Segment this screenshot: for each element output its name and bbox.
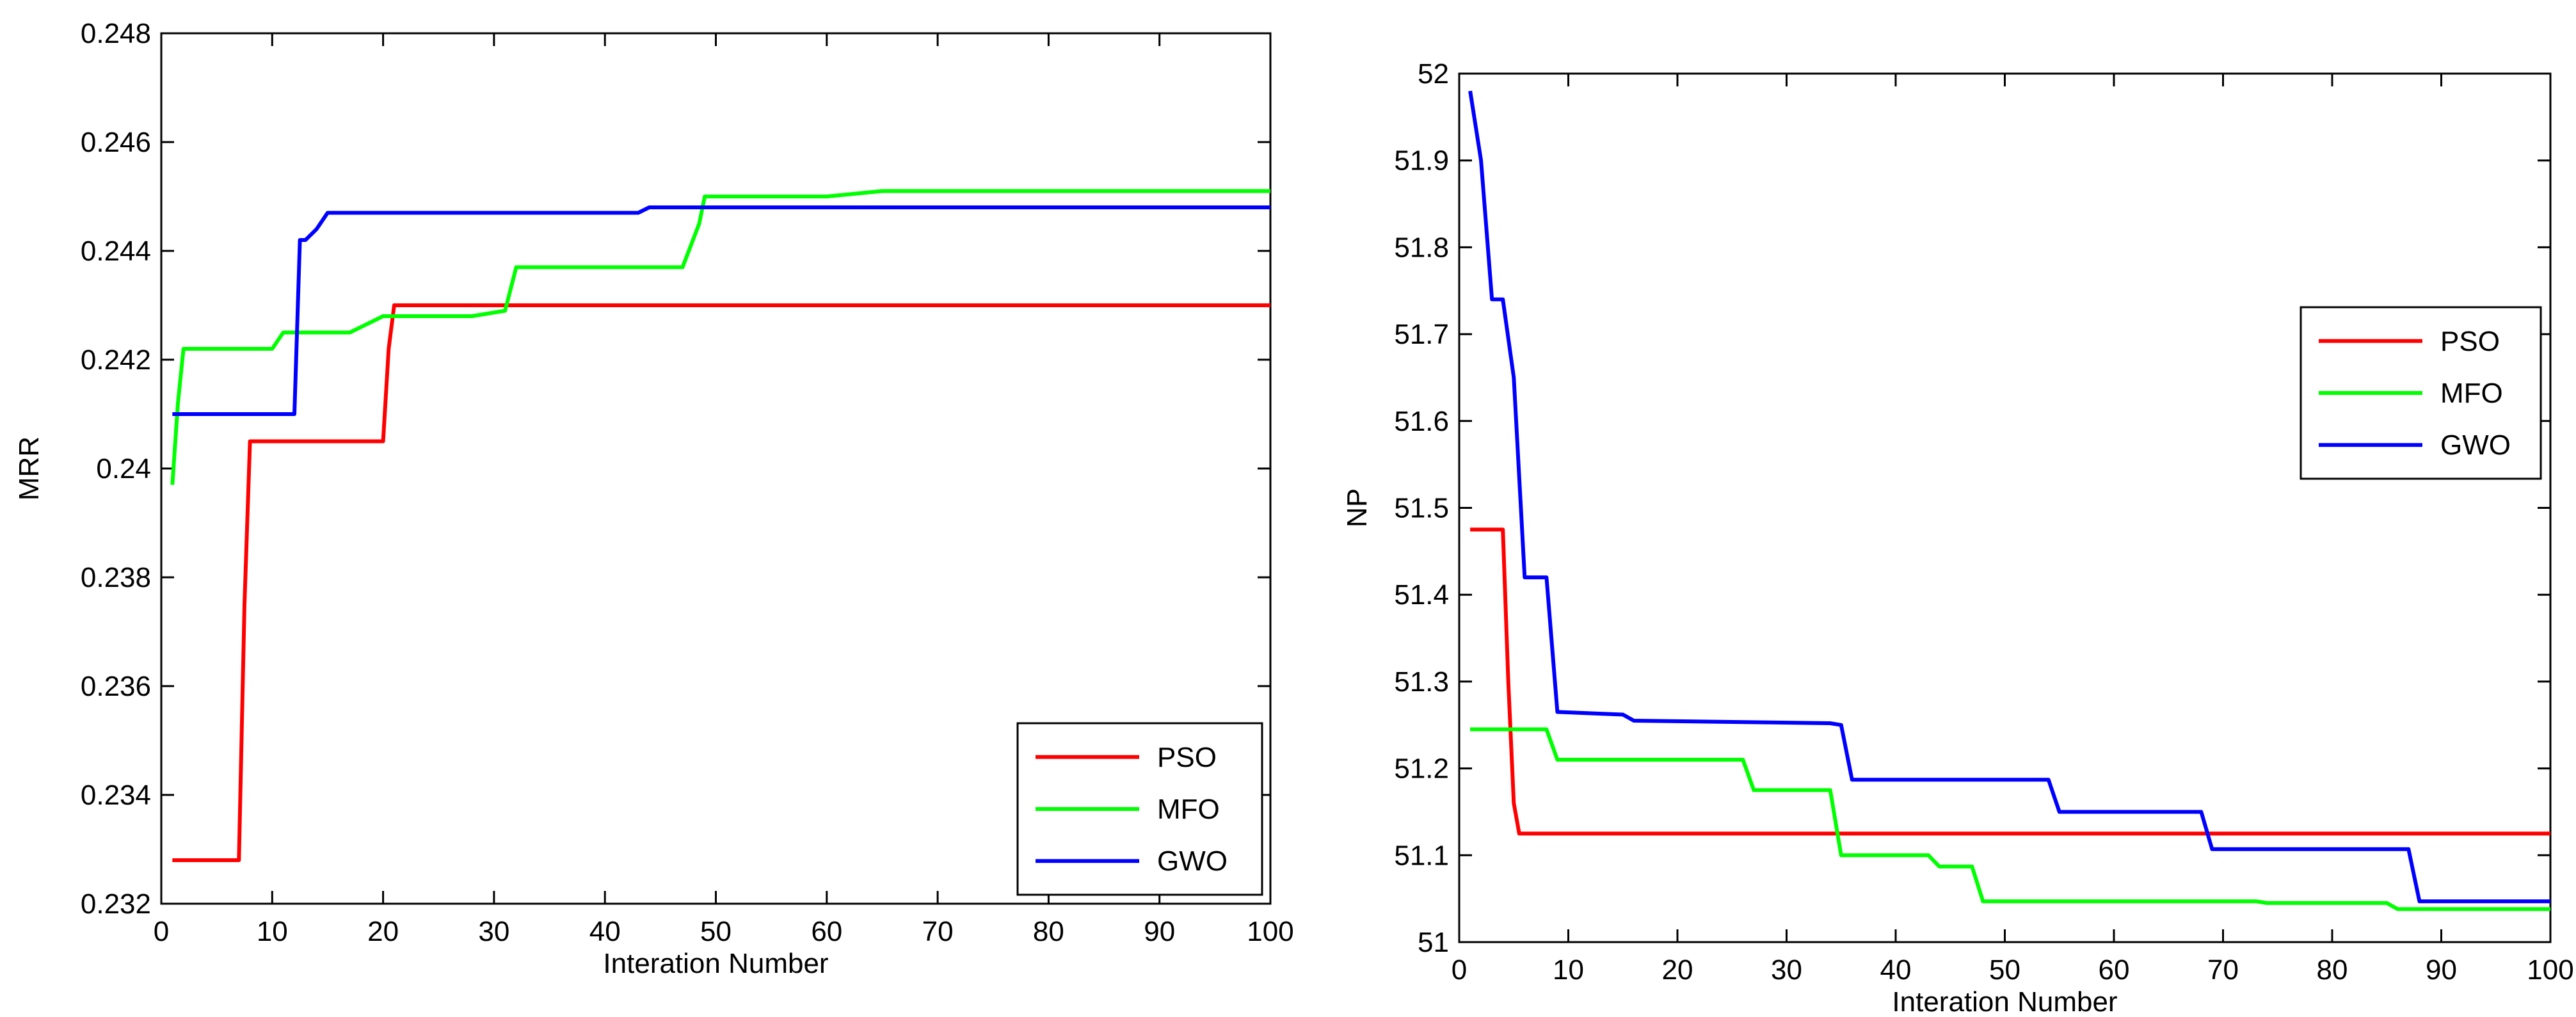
chart1-ytick-label: 0.238 xyxy=(81,562,151,593)
chart1-ytick-label: 0.246 xyxy=(81,127,151,158)
chart1-xlabel: Interation Number xyxy=(603,948,828,979)
chart2-legend-label-pso: PSO xyxy=(2440,326,2500,357)
chart2-ytick-label: 51.5 xyxy=(1394,493,1449,524)
chart2-xtick-label: 30 xyxy=(1771,954,1802,986)
chart1-ytick-label: 0.232 xyxy=(81,888,151,920)
chart1-ytick-label: 0.24 xyxy=(96,453,151,484)
chart1-xtick-label: 50 xyxy=(700,916,732,947)
chart1-series-mfo xyxy=(170,189,1270,485)
chart2-xtick-label: 60 xyxy=(2099,954,2130,986)
chart2-ytick-label: 52 xyxy=(1418,58,1449,90)
chart2-ytick-label: 51.2 xyxy=(1394,753,1449,785)
chart2-series-pso xyxy=(1470,527,2550,836)
chart1-xtick-label: 100 xyxy=(1247,916,1293,947)
chart2-xtick-label: 70 xyxy=(2207,954,2239,986)
chart2-xtick-label: 80 xyxy=(2317,954,2348,986)
chart1-xtick-label: 70 xyxy=(922,916,954,947)
chart2-xlabel: Interation Number xyxy=(1892,986,2117,1014)
chart2-ytick-label: 51.1 xyxy=(1394,840,1449,871)
chart1-ytick-label: 0.234 xyxy=(81,780,151,811)
chart2-xtick-label: 0 xyxy=(1452,954,1467,986)
chart1: 0 10 20 30 40 50 60 70 80 90 100 0.232 0.234 0.236 0.2… xyxy=(13,18,1294,979)
chart2-ylabel: NP xyxy=(1341,488,1373,527)
chart2-ytick-label: 51.7 xyxy=(1394,319,1449,350)
chart1-xtick-label: 20 xyxy=(367,916,399,947)
chart1-ytick-label: 0.248 xyxy=(81,18,151,49)
chart1-xtick-label: 40 xyxy=(589,916,621,947)
chart2-series-gwo xyxy=(1468,90,2550,904)
chart2-ytick-label: 51.6 xyxy=(1394,406,1449,437)
chart2-plot-area xyxy=(1458,72,2552,943)
chart2-ytick-label: 51 xyxy=(1418,927,1449,958)
chart1-ytick-label: 0.236 xyxy=(81,671,151,702)
chart1-series-pso xyxy=(172,303,1270,862)
chart1-xtick-label: 60 xyxy=(811,916,842,947)
chart2-ytick-label: 51.8 xyxy=(1394,232,1449,263)
chart2-ytick-label: 51.3 xyxy=(1394,666,1449,698)
chart2-series-mfo xyxy=(1470,727,2550,911)
chart1-xtick-label: 10 xyxy=(257,916,288,947)
chart2-ytick-label: 51.9 xyxy=(1394,145,1449,177)
chart2: 0 10 20 30 40 50 60 70 80 90 100 51 51.1 51.2 51.3 51.4… xyxy=(1341,58,2574,1017)
chart2-xtick-label: 40 xyxy=(1880,954,1912,986)
chart1-ytick-label: 0.244 xyxy=(81,236,151,267)
chart1-legend-label-gwo: GWO xyxy=(1157,845,1228,877)
chart1-series-gwo xyxy=(172,205,1270,416)
chart2-xtick-label: 50 xyxy=(1989,954,2020,986)
chart1-xtick-label: 30 xyxy=(478,916,509,947)
chart2-xtick-label: 90 xyxy=(2426,954,2457,986)
chart2-legend-label-gwo: GWO xyxy=(2440,429,2511,461)
chart2-xtick-label: 10 xyxy=(1553,954,1584,986)
chart2-ytick-label: 51.4 xyxy=(1394,579,1449,611)
chart1-legend: PSO MFO GWO xyxy=(1016,722,1263,896)
chart1-legend-label-pso: PSO xyxy=(1157,742,1217,773)
chart2-legend: PSO MFO GWO xyxy=(2300,306,2542,480)
chart1-xtick-label: 0 xyxy=(154,916,169,947)
chart2-legend-label-mfo: MFO xyxy=(2440,378,2503,409)
chart2-xtick-label: 20 xyxy=(1662,954,1693,986)
chart1-legend-label-mfo: MFO xyxy=(1157,794,1220,825)
chart1-xtick-label: 80 xyxy=(1033,916,1064,947)
chart1-xtick-label: 90 xyxy=(1144,916,1175,947)
chart2-xtick-label: 100 xyxy=(2527,954,2573,986)
chart1-ylabel: MRR xyxy=(13,436,45,500)
chart1-ytick-label: 0.242 xyxy=(81,344,151,376)
